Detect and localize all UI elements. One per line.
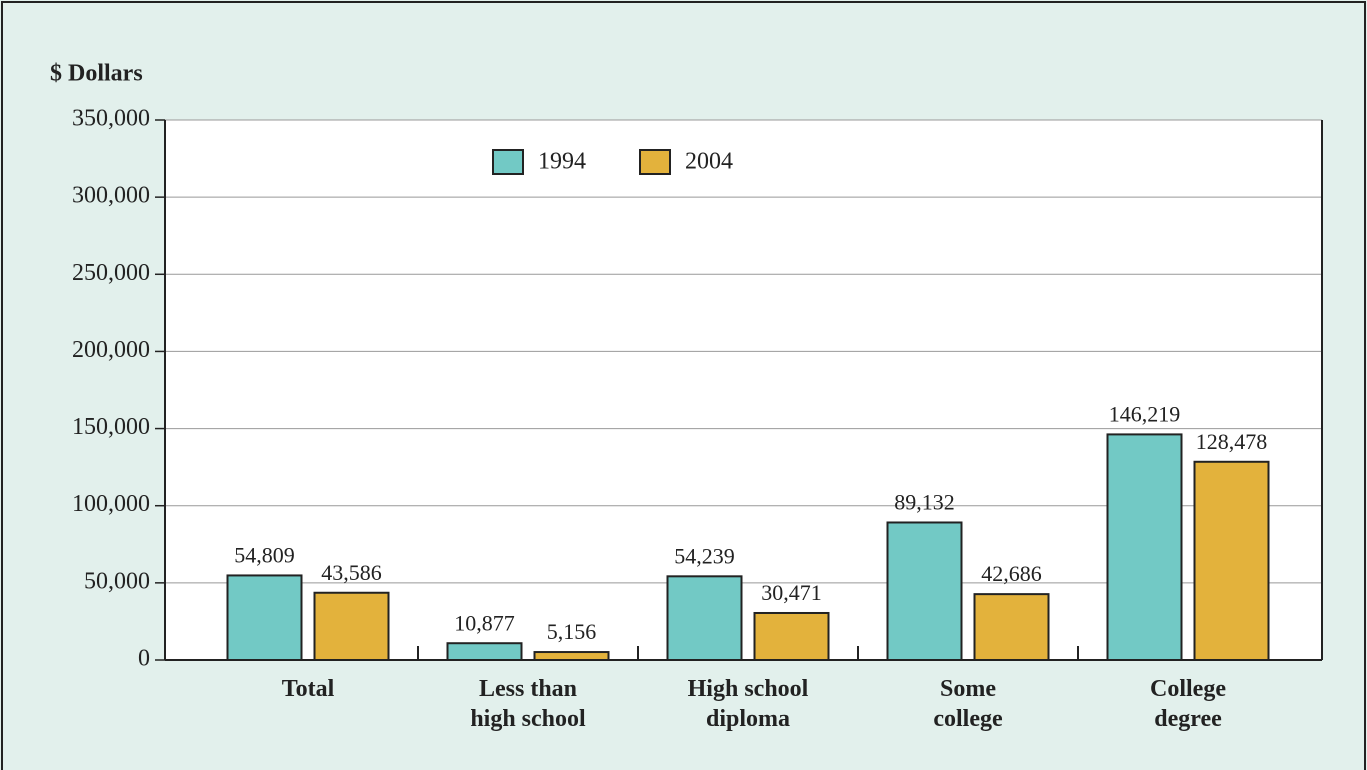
bar	[446, 642, 523, 661]
y-tick-label: 50,000	[84, 568, 150, 594]
bar	[666, 575, 743, 661]
y-tick-label: 250,000	[72, 260, 150, 286]
x-tick-label-line: Total	[282, 676, 335, 702]
bar	[1193, 460, 1270, 661]
y-tick-label: 200,000	[72, 337, 150, 363]
x-tick-label-line: High school	[688, 676, 809, 702]
x-tick-label-line: high school	[470, 706, 586, 732]
y-tick-label: 150,000	[72, 414, 150, 440]
bar	[886, 521, 963, 661]
x-tick-label-line: College	[1150, 676, 1226, 702]
x-tick-label-line: Less than	[479, 676, 577, 702]
value-label: 128,478	[1196, 429, 1268, 454]
y-tick-label: 0	[138, 646, 150, 672]
legend-label: 1994	[538, 149, 586, 175]
value-label: 54,239	[674, 543, 735, 568]
value-label: 43,586	[321, 560, 382, 585]
x-tick-label: Less than high school	[470, 676, 586, 732]
legend-swatch	[492, 149, 524, 175]
y-tick-label: 100,000	[72, 491, 150, 517]
value-label: 30,471	[761, 580, 822, 605]
value-label: 5,156	[547, 619, 597, 644]
x-tick-label: High school diploma	[688, 676, 809, 732]
x-tick-label: Some college	[933, 676, 1003, 732]
x-tick-label: Total	[282, 676, 335, 702]
x-tick-label: College degree	[1150, 676, 1226, 732]
x-tick-label-line: college	[933, 706, 1003, 732]
value-label: 146,219	[1109, 401, 1181, 426]
value-label: 42,686	[981, 561, 1042, 586]
x-tick-label-line: diploma	[706, 706, 790, 732]
value-label: 10,877	[454, 610, 515, 635]
legend-label: 2004	[685, 149, 733, 175]
x-tick-label-line: Some	[940, 676, 996, 702]
x-tick-label-line: degree	[1154, 706, 1222, 732]
legend-swatch	[639, 149, 671, 175]
bar	[1106, 433, 1183, 661]
value-label: 54,809	[234, 542, 295, 567]
value-label: 89,132	[894, 490, 955, 515]
bar	[226, 574, 303, 662]
bar	[753, 611, 830, 662]
bar	[533, 651, 610, 662]
y-tick-label: 350,000	[72, 106, 150, 132]
y-tick-label: 300,000	[72, 183, 150, 209]
bar	[313, 591, 390, 662]
bar	[973, 593, 1050, 661]
chart-title: $ Dollars	[50, 61, 143, 87]
